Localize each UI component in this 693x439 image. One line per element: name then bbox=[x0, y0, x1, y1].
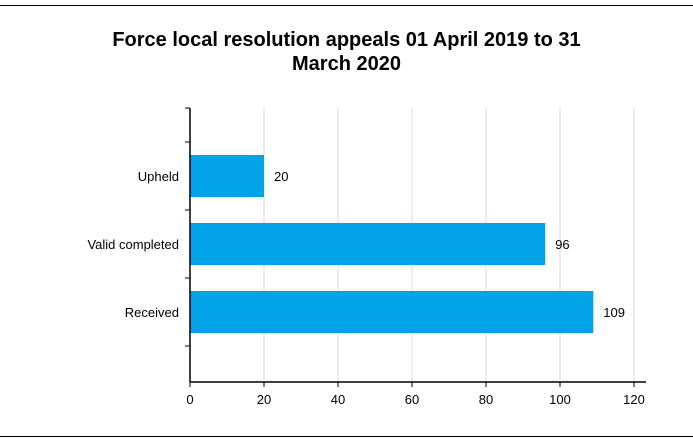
value-label: 96 bbox=[555, 237, 569, 252]
x-tick-label-40: 40 bbox=[331, 392, 345, 407]
category-label: Received bbox=[125, 305, 179, 320]
chart-title-line-2: March 2020 bbox=[292, 53, 401, 75]
x-tick-label-20: 20 bbox=[257, 392, 271, 407]
x-tick-label-120: 120 bbox=[623, 392, 645, 407]
bar-received bbox=[190, 291, 594, 333]
axes bbox=[185, 107, 646, 387]
value-label: 20 bbox=[274, 169, 288, 184]
bar-valid-completed bbox=[190, 223, 546, 265]
x-tick-label-100: 100 bbox=[549, 392, 571, 407]
chart-title: Force local resolution appeals 01 April … bbox=[0, 28, 693, 76]
x-tick-label-80: 80 bbox=[479, 392, 493, 407]
bottom-rule bbox=[0, 436, 693, 437]
x-tick-label-60: 60 bbox=[405, 392, 419, 407]
bars bbox=[190, 155, 594, 333]
top-rule bbox=[0, 5, 693, 6]
category-label: Upheld bbox=[138, 169, 179, 184]
category-label: Valid completed bbox=[87, 237, 179, 252]
x-tick-label-0: 0 bbox=[186, 392, 193, 407]
labels: 0 20 40 60 80 100 120 Upheld 20 Valid completed 96… bbox=[87, 169, 644, 407]
chart-title-line-1: Force local resolution appeals 01 April … bbox=[112, 29, 581, 51]
value-label: 109 bbox=[603, 305, 625, 320]
bar-upheld bbox=[190, 155, 264, 197]
